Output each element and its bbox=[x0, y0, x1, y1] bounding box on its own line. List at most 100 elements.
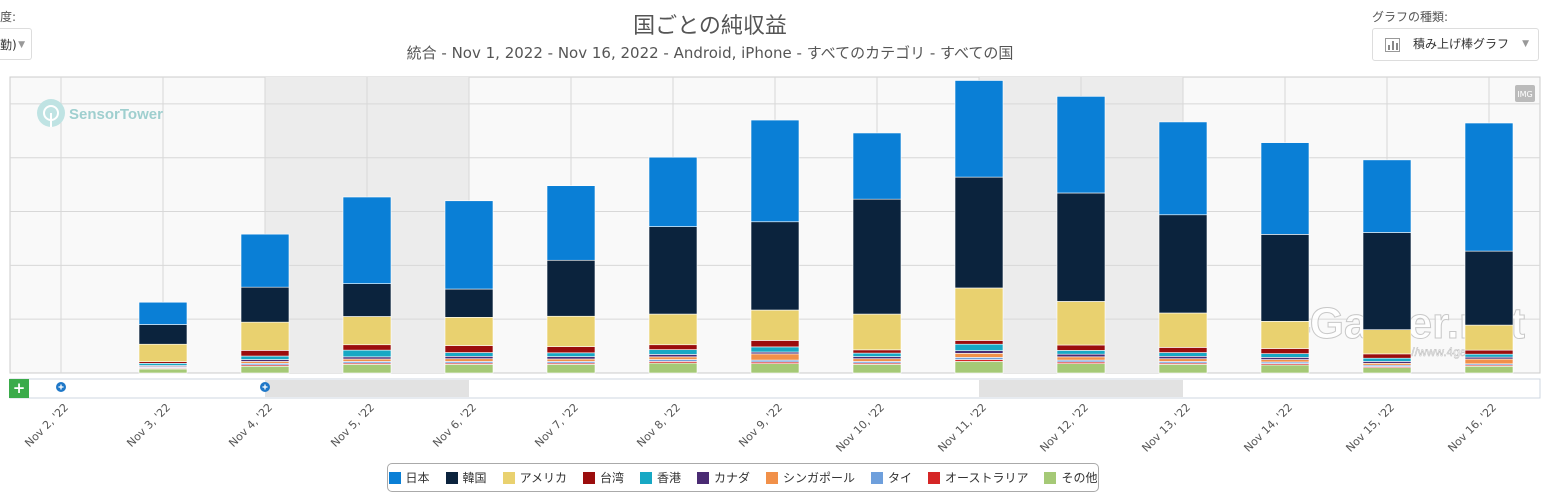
bar-segment[interactable] bbox=[546, 315, 596, 347]
bar-segment[interactable] bbox=[750, 309, 800, 341]
bar-segment[interactable] bbox=[444, 200, 494, 290]
bar-segment[interactable] bbox=[1260, 142, 1310, 235]
bar-segment[interactable] bbox=[1260, 348, 1310, 354]
bar-segment[interactable] bbox=[444, 288, 494, 318]
bar-segment[interactable] bbox=[546, 352, 596, 357]
bar-segment[interactable] bbox=[1464, 358, 1514, 365]
bar-segment[interactable] bbox=[648, 344, 698, 350]
bar-segment[interactable] bbox=[648, 362, 698, 374]
bar-segment[interactable] bbox=[546, 356, 596, 360]
range-navigator[interactable]: + bbox=[9, 378, 1541, 399]
bar-segment[interactable] bbox=[1158, 214, 1208, 314]
bar-segment[interactable] bbox=[1464, 365, 1514, 374]
bar-segment[interactable] bbox=[342, 349, 392, 358]
bar-segment[interactable] bbox=[1260, 357, 1310, 360]
bar-segment[interactable] bbox=[1056, 344, 1106, 351]
legend-item[interactable]: シンガポール bbox=[766, 469, 855, 486]
bar-segment[interactable] bbox=[240, 321, 290, 351]
bar-segment[interactable] bbox=[1158, 358, 1208, 362]
event-marker-icon[interactable] bbox=[56, 382, 66, 392]
bar-segment[interactable] bbox=[852, 358, 902, 362]
bar-segment[interactable] bbox=[444, 345, 494, 353]
bar-segment[interactable] bbox=[954, 361, 1004, 374]
bar-segment[interactable] bbox=[1056, 301, 1106, 346]
bar-segment[interactable] bbox=[1056, 96, 1106, 194]
legend-item[interactable]: その他 bbox=[1044, 469, 1097, 486]
bar-segment[interactable] bbox=[546, 259, 596, 317]
bar-segment[interactable] bbox=[750, 340, 800, 348]
bar-segment[interactable] bbox=[1362, 329, 1412, 355]
bar-segment[interactable] bbox=[1464, 122, 1514, 252]
legend-item[interactable]: アメリカ bbox=[502, 469, 567, 486]
bar-segment[interactable] bbox=[240, 355, 290, 360]
bar-segment[interactable] bbox=[1362, 357, 1412, 362]
bar-segment[interactable] bbox=[750, 363, 800, 374]
legend-item[interactable]: 日本 bbox=[388, 469, 430, 486]
bar-segment[interactable] bbox=[138, 343, 188, 362]
bar-segment[interactable] bbox=[342, 316, 392, 346]
bar-segment[interactable] bbox=[954, 357, 1004, 360]
bar-segment[interactable] bbox=[1056, 353, 1106, 358]
bar-segment[interactable] bbox=[852, 349, 902, 354]
bar-segment[interactable] bbox=[240, 350, 290, 357]
bar-segment[interactable] bbox=[648, 349, 698, 355]
bar-segment[interactable] bbox=[954, 340, 1004, 345]
bar-segment[interactable] bbox=[1260, 359, 1310, 363]
bar-segment[interactable] bbox=[342, 344, 392, 351]
bar-segment[interactable] bbox=[444, 358, 494, 362]
bar-segment[interactable] bbox=[954, 80, 1004, 178]
bar-segment[interactable] bbox=[444, 352, 494, 357]
bar-segment[interactable] bbox=[852, 364, 902, 374]
bar-segment[interactable] bbox=[1464, 353, 1514, 358]
bar-segment[interactable] bbox=[138, 363, 188, 366]
bar-segment[interactable] bbox=[648, 356, 698, 360]
bar-segment[interactable] bbox=[342, 283, 392, 317]
bar-segment[interactable] bbox=[750, 353, 800, 361]
bar-segment[interactable] bbox=[954, 350, 1004, 354]
bar-segment[interactable] bbox=[954, 343, 1004, 351]
bar-segment[interactable] bbox=[546, 346, 596, 354]
add-series-button[interactable] bbox=[9, 379, 29, 398]
bar-segment[interactable] bbox=[1362, 353, 1412, 359]
bar-segment[interactable] bbox=[1464, 349, 1514, 355]
bar-segment[interactable] bbox=[138, 324, 188, 345]
bar-segment[interactable] bbox=[1464, 324, 1514, 351]
bar-segment[interactable] bbox=[342, 358, 392, 362]
bar-segment[interactable] bbox=[1260, 353, 1310, 358]
legend-item[interactable]: 台湾 bbox=[582, 469, 624, 486]
bar-segment[interactable] bbox=[954, 353, 1004, 358]
bar-segment[interactable] bbox=[342, 196, 392, 284]
bar-segment[interactable] bbox=[1056, 192, 1106, 302]
bar-segment[interactable] bbox=[1158, 121, 1208, 216]
img-export-button[interactable]: IMG bbox=[1515, 85, 1535, 102]
bar-segment[interactable] bbox=[1158, 312, 1208, 348]
bar-segment[interactable] bbox=[546, 185, 596, 261]
legend-item[interactable]: 韓国 bbox=[445, 469, 487, 486]
bar-segment[interactable] bbox=[852, 313, 902, 351]
bar-segment[interactable] bbox=[852, 132, 902, 200]
bar-segment[interactable] bbox=[240, 233, 290, 288]
bar-segment[interactable] bbox=[954, 176, 1004, 289]
bar-segment[interactable] bbox=[444, 364, 494, 374]
bar-segment[interactable] bbox=[1260, 364, 1310, 374]
bar-segment[interactable] bbox=[342, 364, 392, 374]
bar-segment[interactable] bbox=[138, 368, 188, 374]
bar-segment[interactable] bbox=[1056, 356, 1106, 361]
bar-segment[interactable] bbox=[648, 354, 698, 358]
bar-segment[interactable] bbox=[750, 346, 800, 353]
bar-segment[interactable] bbox=[444, 356, 494, 360]
legend-item[interactable]: 香港 bbox=[639, 469, 681, 486]
bar-segment[interactable] bbox=[648, 313, 698, 346]
bar-segment[interactable] bbox=[750, 221, 800, 311]
bar-segment[interactable] bbox=[1260, 321, 1310, 349]
legend-item[interactable]: タイ bbox=[871, 469, 912, 486]
bar-segment[interactable] bbox=[852, 356, 902, 360]
bar-segment[interactable] bbox=[852, 352, 902, 357]
bar-segment[interactable] bbox=[1362, 159, 1412, 233]
bar-segment[interactable] bbox=[648, 156, 698, 227]
bar-segment[interactable] bbox=[1158, 356, 1208, 360]
bar-segment[interactable] bbox=[1056, 350, 1106, 355]
event-marker-icon[interactable] bbox=[260, 382, 270, 392]
bar-segment[interactable] bbox=[1158, 347, 1208, 353]
legend-item[interactable]: カナダ bbox=[697, 469, 750, 486]
